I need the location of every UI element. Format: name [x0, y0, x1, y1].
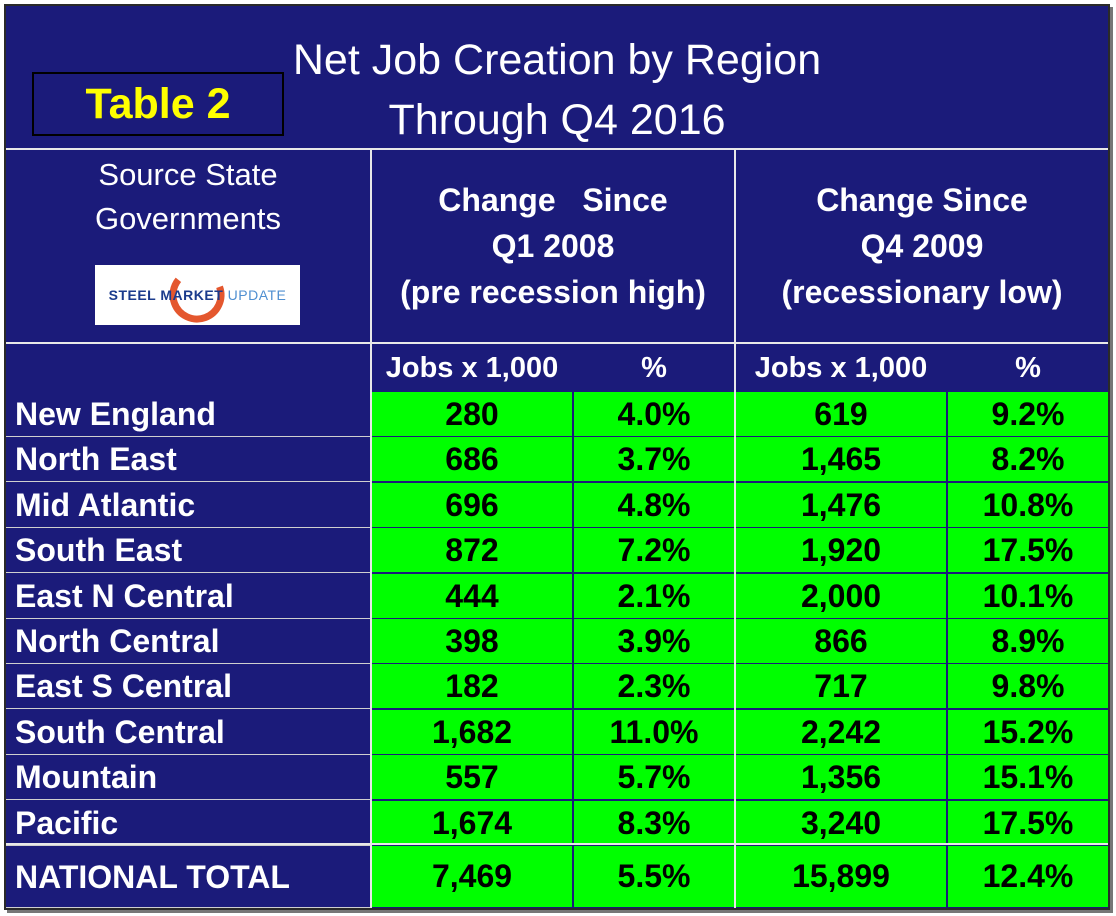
table-row-pct-2009: 9.8% — [948, 664, 1108, 709]
table-row-jobs-2008: 444 — [372, 574, 572, 619]
table-row-jobs-2008: 398 — [372, 619, 572, 664]
table-title-line1: Net Job Creation by Region — [292, 36, 822, 84]
divider — [734, 148, 736, 908]
table-row-jobs-2009: 1,356 — [736, 755, 946, 800]
table-row-label: North East — [15, 441, 177, 477]
table-row-jobs-2009: 2,242 — [736, 710, 946, 755]
row-divider — [6, 618, 370, 619]
row-divider — [6, 663, 370, 664]
row-divider — [6, 481, 370, 482]
row-divider — [6, 527, 370, 528]
source-line1: Source State — [98, 157, 278, 192]
table-row-pct-2008: 3.7% — [574, 437, 734, 482]
table-row-jobs-2009: 717 — [736, 664, 946, 709]
logo-text: STEEL MARKET UPDATE — [109, 287, 287, 303]
logo-arc-icon — [169, 267, 225, 323]
source-note: Source State Governments — [6, 150, 370, 258]
table-row-label: Mountain — [15, 759, 158, 795]
table-row-pct-2009: 15.2% — [948, 710, 1108, 755]
table-row-jobs-2008: 686 — [372, 437, 572, 482]
row-divider — [6, 572, 370, 573]
group-header-2009: Change Since Q4 2009 (recessionary low) — [736, 176, 1108, 316]
column-header-jobs-2008: Jobs x 1,000 — [385, 351, 559, 384]
group-header-2009-line1: Change Since — [816, 182, 1028, 218]
table-row-jobs-2008: 280 — [372, 392, 572, 437]
table-row-jobs-2009: 3,240 — [736, 801, 946, 846]
table-row-jobs-2009: 1,920 — [736, 528, 946, 573]
table-row-pct-2008: 7.2% — [574, 528, 734, 573]
column-header-pct-2008: % — [641, 351, 667, 384]
table-row-pct-2009: 9.2% — [948, 392, 1108, 437]
table-row-pct-2009: 17.5% — [948, 801, 1108, 846]
divider — [6, 342, 1108, 344]
table-row-jobs-2009: 2,000 — [736, 574, 946, 619]
table-row-pct-2008: 4.8% — [574, 483, 734, 528]
divider — [6, 843, 1108, 845]
table-row-pct-2009: 10.1% — [948, 574, 1108, 619]
row-divider — [6, 708, 370, 709]
row-divider — [6, 754, 370, 755]
table-row-label: New England — [15, 396, 216, 432]
table-row-pct-2008: 5.7% — [574, 755, 734, 800]
total-row-label: NATIONAL TOTAL — [15, 858, 290, 895]
group-header-2008: Change Since Q1 2008 (pre recession high… — [372, 176, 734, 316]
table-row-jobs-2009: 866 — [736, 619, 946, 664]
table-row-label: South East — [15, 532, 183, 568]
total-row-pct-2008: 5.5% — [574, 846, 734, 908]
total-row-pct-2009: 12.4% — [948, 846, 1108, 908]
group-header-2009-line3: (recessionary low) — [781, 274, 1063, 310]
table-row-label: North Central — [15, 623, 220, 659]
table-row-pct-2008: 4.0% — [574, 392, 734, 437]
table-row-pct-2009: 17.5% — [948, 528, 1108, 573]
logo-text-bold: STEEL MARKET — [108, 287, 224, 303]
steel-market-update-logo: STEEL MARKET UPDATE — [95, 265, 300, 325]
table-row-pct-2008: 2.3% — [574, 664, 734, 709]
table-row-label: Pacific — [15, 805, 119, 841]
table-row-jobs-2008: 557 — [372, 755, 572, 800]
table-frame: Net Job Creation by Region Through Q4 20… — [4, 4, 1110, 910]
table-row-jobs-2008: 182 — [372, 664, 572, 709]
total-row-jobs-2008: 7,469 — [372, 846, 572, 908]
table-row-pct-2009: 8.9% — [948, 619, 1108, 664]
table-row-pct-2008: 11.0% — [574, 710, 734, 755]
table-row-label: Mid Atlantic — [15, 487, 196, 523]
table-row-pct-2008: 3.9% — [574, 619, 734, 664]
row-divider — [6, 436, 370, 437]
table-row-jobs-2009: 619 — [736, 392, 946, 437]
group-header-2008-line3: (pre recession high) — [400, 274, 706, 310]
table-row-pct-2009: 15.1% — [948, 755, 1108, 800]
table-row-jobs-2008: 696 — [372, 483, 572, 528]
divider — [370, 148, 372, 908]
table-row-label: East S Central — [15, 668, 232, 704]
table-row-jobs-2009: 1,476 — [736, 483, 946, 528]
table-number-badge: Table 2 — [32, 72, 284, 136]
column-header-jobs-2009: Jobs x 1,000 — [754, 351, 928, 384]
group-header-2009-line2: Q4 2009 — [860, 228, 984, 264]
group-header-2008-line1: Change Since — [438, 182, 668, 218]
table-row-pct-2009: 8.2% — [948, 437, 1108, 482]
table-row-pct-2008: 8.3% — [574, 801, 734, 846]
table-row-pct-2009: 10.8% — [948, 483, 1108, 528]
divider — [6, 148, 1108, 150]
source-line2: Governments — [94, 201, 282, 236]
table-row-label: East N Central — [15, 578, 234, 614]
row-divider — [6, 845, 370, 846]
table-row-jobs-2008: 1,682 — [372, 710, 572, 755]
column-header-pct-2009: % — [1015, 351, 1041, 384]
table-row-pct-2008: 2.1% — [574, 574, 734, 619]
table-title-line2: Through Q4 2016 — [388, 96, 726, 144]
logo-text-light: UPDATE — [227, 287, 287, 303]
group-header-2008-line2: Q1 2008 — [491, 228, 615, 264]
table-row-jobs-2008: 872 — [372, 528, 572, 573]
row-divider — [6, 799, 370, 800]
total-row-jobs-2009: 15,899 — [736, 846, 946, 908]
table-row-label: South Central — [15, 714, 225, 750]
row-divider — [6, 907, 370, 908]
table-row-jobs-2009: 1,465 — [736, 437, 946, 482]
table-row-jobs-2008: 1,674 — [372, 801, 572, 846]
